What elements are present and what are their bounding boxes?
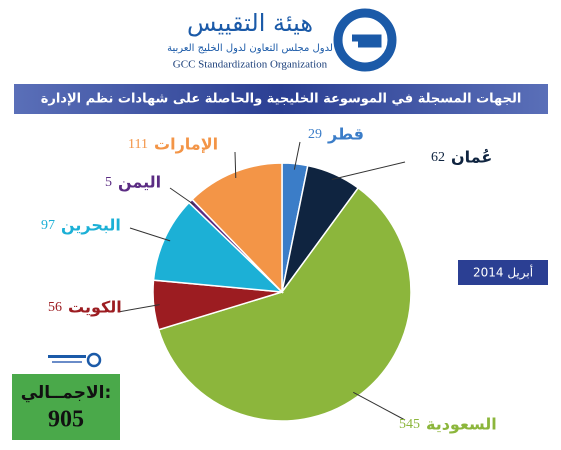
pie-slice	[191, 162, 283, 294]
pie-slice	[152, 201, 285, 293]
chart-title: الجهات المسجلة في الموسوعة الخليجية والح…	[41, 92, 522, 107]
data-label: 56	[48, 300, 62, 315]
data-label: 97	[41, 218, 55, 233]
leader-line	[331, 161, 406, 181]
leader-line	[234, 151, 237, 179]
org-name-en: GCC Standardization Organization	[173, 59, 328, 71]
leader-line	[117, 304, 160, 313]
pie-slice	[157, 186, 412, 422]
data-label: 62	[431, 150, 445, 165]
category-label: عُمان	[451, 148, 492, 167]
data-label: 111	[128, 137, 148, 152]
leader-line	[169, 187, 196, 206]
chart-subtitle: أبريل 2014	[473, 265, 533, 281]
category-label: قطر	[327, 125, 364, 144]
logo: GSO	[333, 8, 397, 72]
data-label: 29	[308, 127, 322, 142]
leader-line	[353, 391, 406, 421]
logo-text: GSO	[358, 57, 372, 64]
leader-line	[293, 141, 301, 170]
date-box	[458, 260, 548, 285]
category-label: البحرين	[61, 216, 121, 235]
category-label: الكويت	[68, 298, 122, 317]
total-label: الاجمــالي:	[21, 383, 112, 403]
category-label: الإمارات	[154, 135, 218, 154]
org-sub-ar: لدول مجلس التعاون لدول الخليج العربية	[167, 43, 333, 54]
total-box	[12, 374, 120, 440]
small-logo	[48, 352, 102, 368]
total-value: 905	[48, 407, 84, 433]
category-label: السعودية	[426, 415, 497, 434]
leader-line	[129, 227, 171, 242]
category-label: اليمن	[118, 173, 161, 192]
title-band	[14, 84, 548, 114]
org-name-ar: هيئة التقييس	[187, 9, 313, 37]
data-label: 5	[105, 175, 112, 190]
data-label: 545	[399, 417, 420, 432]
